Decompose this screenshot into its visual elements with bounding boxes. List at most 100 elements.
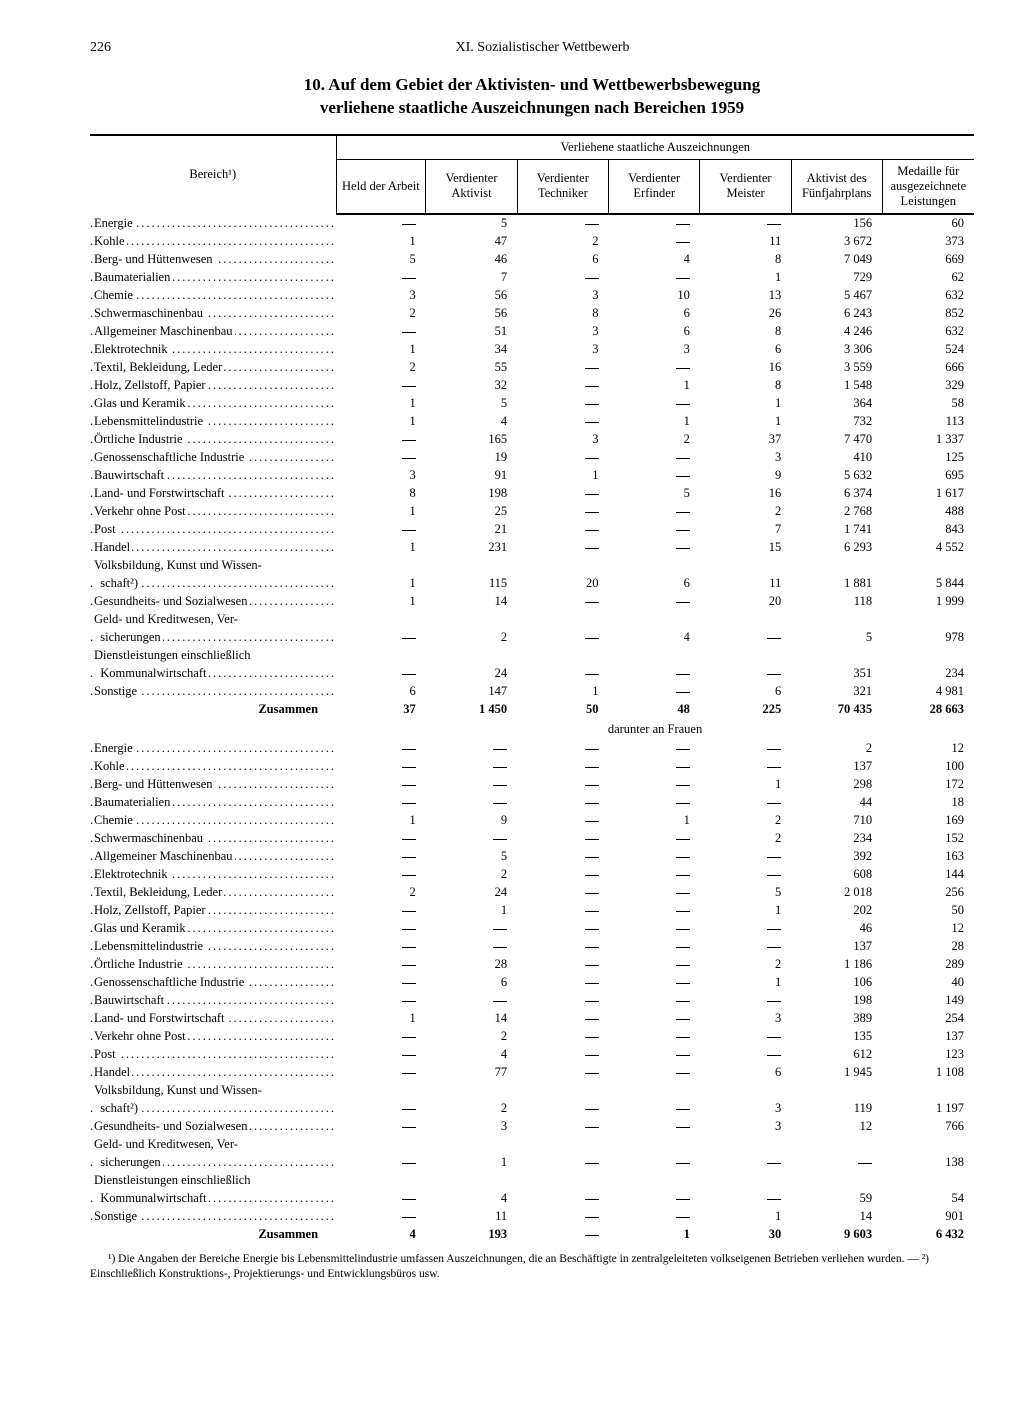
cell: 28 bbox=[882, 938, 974, 956]
cell: 47 bbox=[426, 233, 517, 251]
cell: 44 bbox=[791, 794, 882, 812]
cell: 15 bbox=[700, 539, 791, 557]
cell bbox=[609, 992, 700, 1010]
cell bbox=[517, 557, 608, 575]
cell bbox=[426, 938, 517, 956]
cell: 695 bbox=[882, 467, 974, 485]
cell: 669 bbox=[882, 251, 974, 269]
table-row: Sonstige11114901 bbox=[90, 1208, 974, 1226]
cell: 1 548 bbox=[791, 377, 882, 395]
row-label: Berg- und Hüttenwesen bbox=[90, 251, 336, 269]
cell: 3 bbox=[336, 287, 426, 305]
col-header: Verdienter Aktivist bbox=[426, 159, 517, 214]
cell: 48 bbox=[609, 701, 700, 719]
cell bbox=[517, 377, 608, 395]
cell: 12 bbox=[791, 1118, 882, 1136]
cell bbox=[517, 449, 608, 467]
cell bbox=[517, 214, 608, 233]
row-label: Post bbox=[90, 1046, 336, 1064]
cell bbox=[426, 557, 517, 575]
table-row: Dienstleistungen einschließlich bbox=[90, 647, 974, 665]
cell: 234 bbox=[882, 665, 974, 683]
table-row: sicherungen245978 bbox=[90, 629, 974, 647]
table-row: Örtliche Industrie16532377 4701 337 bbox=[90, 431, 974, 449]
cell bbox=[609, 1010, 700, 1028]
cell: 1 945 bbox=[791, 1064, 882, 1082]
cell bbox=[336, 848, 426, 866]
table-row: Land- und Forstwirtschaft81985166 3741 6… bbox=[90, 485, 974, 503]
cell bbox=[336, 992, 426, 1010]
cell bbox=[426, 794, 517, 812]
cell bbox=[517, 1190, 608, 1208]
cell: 1 bbox=[609, 812, 700, 830]
sum-label: Zusammen bbox=[90, 1226, 336, 1244]
row-label: schaft²) bbox=[90, 1100, 336, 1118]
cell: 11 bbox=[700, 233, 791, 251]
cell: 2 bbox=[700, 503, 791, 521]
cell: 16 bbox=[700, 359, 791, 377]
table-row: Lebensmittelindustrie1411732113 bbox=[90, 413, 974, 431]
cell: 77 bbox=[426, 1064, 517, 1082]
cell: 1 617 bbox=[882, 485, 974, 503]
cell: 321 bbox=[791, 683, 882, 701]
cell bbox=[426, 920, 517, 938]
cell bbox=[700, 647, 791, 665]
cell bbox=[700, 920, 791, 938]
cell bbox=[609, 359, 700, 377]
cell bbox=[517, 1226, 608, 1244]
cell: 9 bbox=[426, 812, 517, 830]
cell bbox=[517, 938, 608, 956]
cell: 28 bbox=[426, 956, 517, 974]
cell bbox=[609, 974, 700, 992]
cell bbox=[336, 1064, 426, 1082]
cell bbox=[700, 794, 791, 812]
cell: 5 bbox=[426, 214, 517, 233]
cell: 1 bbox=[700, 395, 791, 413]
cell: 373 bbox=[882, 233, 974, 251]
cell: 3 bbox=[426, 1118, 517, 1136]
col-header: Medaille für aus­gezeichnete Leistungen bbox=[882, 159, 974, 214]
table-row: Gesundheits- und Sozialwesen3312766 bbox=[90, 1118, 974, 1136]
cell bbox=[609, 395, 700, 413]
table-row: Energie515660 bbox=[90, 214, 974, 233]
title-line1: 10. Auf dem Gebiet der Aktivisten- und W… bbox=[304, 75, 761, 94]
cell bbox=[609, 665, 700, 683]
cell: 8 bbox=[336, 485, 426, 503]
cell bbox=[609, 449, 700, 467]
cell bbox=[609, 1082, 700, 1100]
cell: 40 bbox=[882, 974, 974, 992]
cell: 5 bbox=[609, 485, 700, 503]
cell: 32 bbox=[426, 377, 517, 395]
table-row: Baumaterialien7172962 bbox=[90, 269, 974, 287]
cell bbox=[336, 1100, 426, 1118]
cell: 46 bbox=[426, 251, 517, 269]
cell: 1 337 bbox=[882, 431, 974, 449]
cell bbox=[882, 1082, 974, 1100]
cell bbox=[791, 647, 882, 665]
cell: 54 bbox=[882, 1190, 974, 1208]
table-row: Volksbildung, Kunst und Wissen- bbox=[90, 557, 974, 575]
cell: 231 bbox=[426, 539, 517, 557]
cell bbox=[609, 467, 700, 485]
cell: 6 432 bbox=[882, 1226, 974, 1244]
table-row: Dienstleistungen einschließlich bbox=[90, 1172, 974, 1190]
cell: 1 bbox=[426, 1154, 517, 1172]
cell bbox=[517, 1118, 608, 1136]
cell: 488 bbox=[882, 503, 974, 521]
cell: 4 bbox=[609, 251, 700, 269]
cell: 3 bbox=[517, 323, 608, 341]
cell bbox=[517, 1028, 608, 1046]
cell: 14 bbox=[426, 1010, 517, 1028]
cell: 13 bbox=[700, 287, 791, 305]
cell: 70 435 bbox=[791, 701, 882, 719]
cell bbox=[609, 758, 700, 776]
cell bbox=[336, 1190, 426, 1208]
cell bbox=[791, 1136, 882, 1154]
row-label: Land- und Forstwirtschaft bbox=[90, 485, 336, 503]
cell: 137 bbox=[791, 938, 882, 956]
cell: 193 bbox=[426, 1226, 517, 1244]
cell bbox=[700, 992, 791, 1010]
row-label: Elektrotechnik bbox=[90, 866, 336, 884]
cell: 7 bbox=[700, 521, 791, 539]
row-label: Lebensmittelindustrie bbox=[90, 938, 336, 956]
